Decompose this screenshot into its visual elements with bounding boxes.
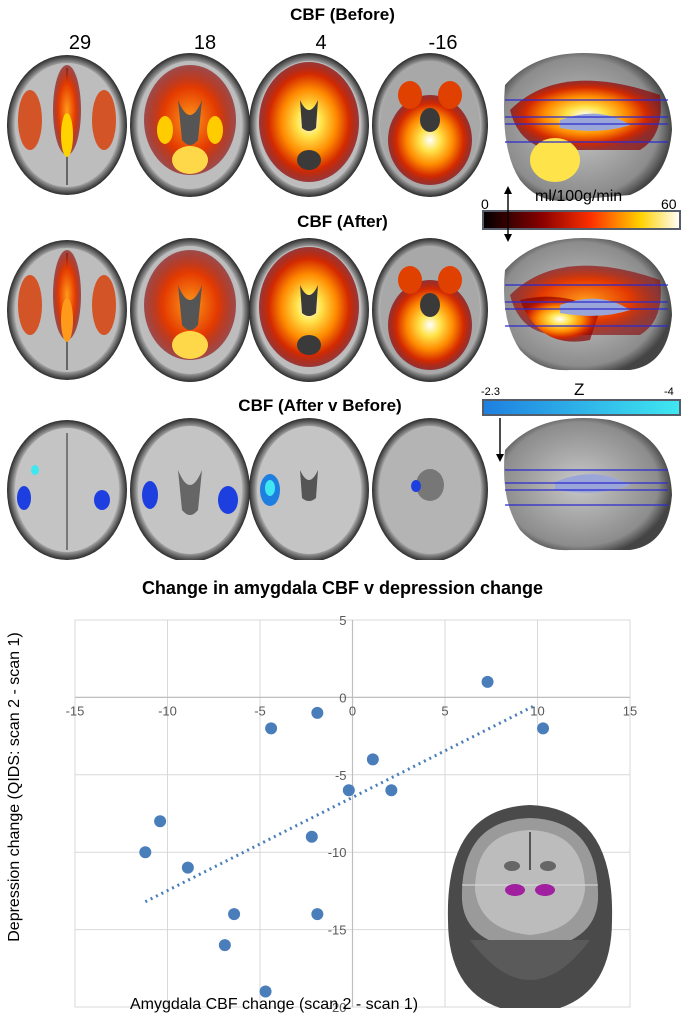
sagittal-slice-after — [504, 238, 672, 371]
sagittal-slice-before — [504, 53, 672, 201]
down-arrow-icon — [496, 418, 504, 462]
y-tick-label: 5 — [339, 613, 346, 628]
cbf-scale-max: 60 — [661, 196, 677, 212]
slice-label-1: 29 — [68, 32, 92, 54]
axial-slice-before-minus16 — [372, 53, 488, 197]
y-tick-label: -5 — [335, 768, 347, 783]
x-tick-label: 10 — [530, 703, 544, 718]
cbf-color-scale — [482, 210, 681, 230]
x-tick-label: -5 — [254, 703, 266, 718]
y-tick-label: -20 — [328, 1000, 347, 1015]
data-point — [265, 722, 278, 735]
scatter-chart: -15 -10 -5 0 5 10 15 5 0 -5 -10 -15 -20 — [0, 600, 685, 1025]
data-point — [481, 675, 494, 688]
chart-tick-labels: -15 -10 -5 0 5 10 15 5 0 -5 -10 -15 -20 — [66, 613, 638, 1015]
z-scale-min: -2.3 — [481, 386, 500, 398]
chart-title: Change in amygdala CBF v depression chan… — [141, 578, 544, 598]
axial-slice-diff-29 — [7, 420, 127, 560]
data-points — [139, 675, 550, 998]
axial-slice-before-4 — [249, 53, 369, 197]
z-scale-max: -4 — [664, 386, 674, 398]
chart-axes — [75, 620, 630, 1007]
brain-figure-svg — [7, 53, 681, 560]
data-point — [259, 985, 272, 998]
x-tick-label: -15 — [66, 703, 85, 718]
data-point — [218, 939, 231, 952]
data-point — [385, 784, 398, 797]
coronal-head-render — [447, 805, 613, 1008]
row-title-before: CBF (Before) — [290, 5, 395, 24]
z-scale-label: Z — [574, 380, 585, 399]
trendline — [144, 703, 537, 904]
x-tick-label: 5 — [441, 703, 448, 718]
data-point — [181, 861, 194, 874]
scatter-svg: -15 -10 -5 0 5 10 15 5 0 -5 -10 -15 -20 — [66, 613, 638, 1015]
y-tick-label: -10 — [328, 845, 347, 860]
double-arrow-icon — [504, 186, 512, 242]
data-point — [366, 753, 379, 766]
slice-label-4: -16 — [428, 32, 458, 54]
axial-slice-before-29 — [7, 55, 127, 195]
axial-slice-before-18 — [130, 53, 250, 197]
x-axis-label: Amygdala CBF change (scan 2 - scan 1) — [130, 996, 419, 1013]
y-axis-label: Depression change (QIDS: scan 2 - scan 1… — [6, 632, 23, 942]
axial-slice-after-29 — [7, 240, 127, 380]
axial-slice-after-18 — [130, 238, 250, 382]
cbf-scale-min: 0 — [481, 196, 489, 212]
cbf-scale-unit: ml/100g/min — [535, 188, 623, 205]
y-tick-label: -15 — [328, 923, 347, 938]
y-tick-label: 0 — [339, 690, 346, 705]
data-point — [154, 815, 167, 828]
row-title-after: CBF (After) — [297, 212, 388, 231]
z-color-scale — [482, 399, 681, 416]
axial-slice-after-minus16 — [372, 238, 488, 382]
axial-slice-after-4 — [249, 238, 369, 382]
brain-figure — [7, 53, 681, 560]
data-point — [311, 908, 324, 921]
x-tick-label: -10 — [158, 703, 177, 718]
row-difference — [7, 418, 672, 560]
x-tick-label: 0 — [349, 703, 356, 718]
slice-label-3: 4 — [315, 32, 327, 54]
slice-label-2: 18 — [193, 32, 217, 54]
axial-slice-diff-4 — [249, 418, 369, 560]
sagittal-slice-diff — [504, 418, 672, 551]
row-before — [7, 53, 672, 201]
data-point — [228, 908, 241, 921]
data-point — [311, 706, 324, 719]
data-point — [305, 830, 318, 843]
data-point — [342, 784, 355, 797]
data-point — [537, 722, 550, 735]
x-tick-label: 15 — [623, 703, 637, 718]
row-title-difference: CBF (After v Before) — [238, 396, 402, 415]
data-point — [139, 846, 152, 859]
axial-slice-diff-minus16 — [372, 418, 488, 560]
row-after — [7, 238, 672, 382]
axial-slice-diff-18 — [130, 418, 250, 560]
